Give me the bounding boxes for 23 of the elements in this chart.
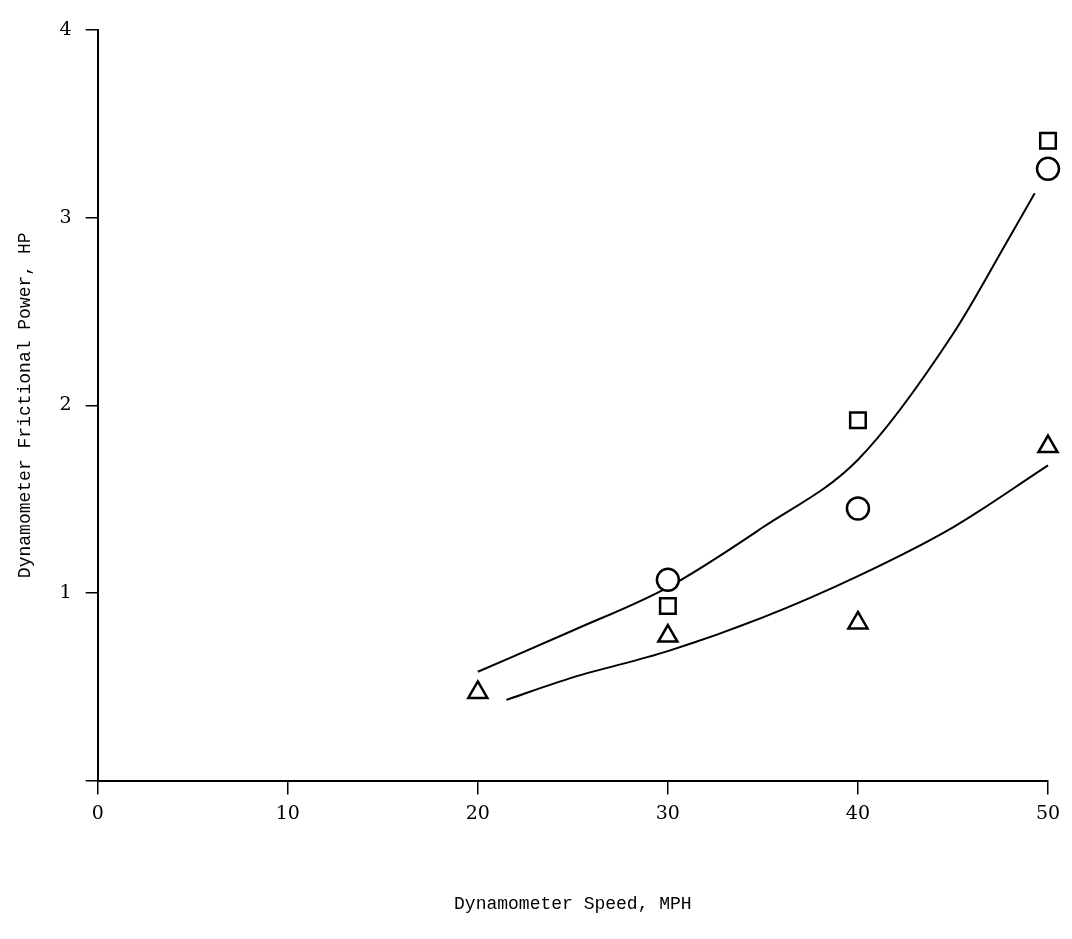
- line-series: [505, 464, 1049, 701]
- point: [1037, 434, 1059, 454]
- point: [1035, 156, 1061, 182]
- y-tick-label: 2: [59, 392, 72, 415]
- y-tick-label: 1: [59, 579, 72, 602]
- y-tick-label: 4: [59, 16, 72, 39]
- x-tick-label: 10: [275, 800, 300, 823]
- point: [467, 680, 489, 700]
- point: [1038, 131, 1058, 150]
- point: [845, 496, 871, 521]
- y-axis-title: Dynamometer Frictional Power, HP: [14, 232, 35, 579]
- x-tick-label: 20: [465, 800, 490, 823]
- line-series: [476, 192, 1036, 673]
- point: [657, 623, 679, 643]
- x-tick-label: 0: [91, 800, 104, 823]
- y-tick-label: 3: [59, 204, 72, 227]
- point: [847, 610, 869, 630]
- point: [848, 411, 867, 430]
- x-tick-label: 40: [845, 800, 871, 823]
- x-tick-label: 30: [655, 800, 680, 823]
- x-axis-title: Dynamometer Speed, MPH: [454, 893, 692, 914]
- point: [655, 567, 681, 593]
- x-tick-label: 50: [1035, 800, 1061, 823]
